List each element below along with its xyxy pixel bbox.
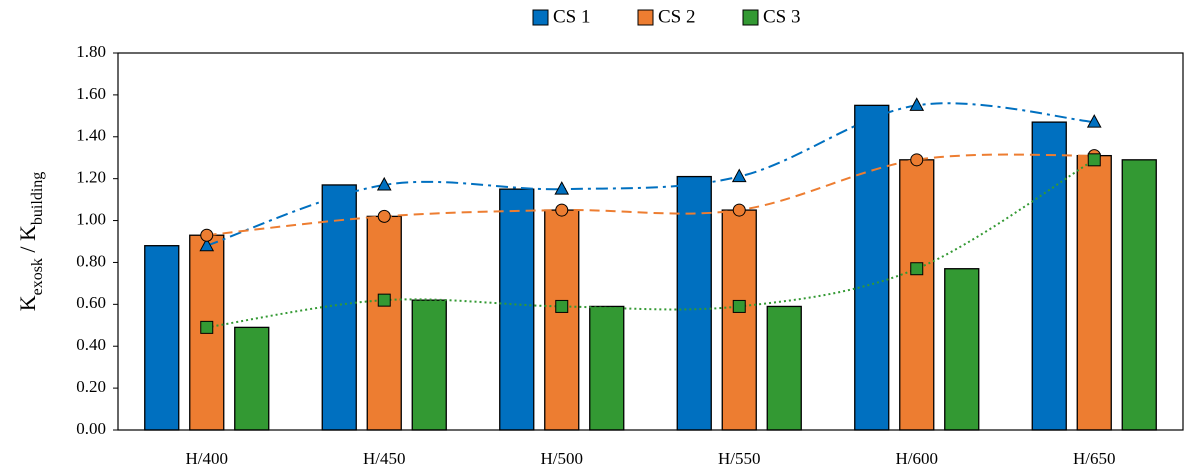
marker bbox=[377, 209, 391, 223]
legend-swatch bbox=[637, 9, 654, 26]
y-label-subscript: building bbox=[29, 172, 46, 225]
legend-swatch bbox=[532, 9, 549, 26]
y-label-text: K bbox=[15, 295, 40, 311]
marker bbox=[732, 203, 746, 217]
marker bbox=[910, 153, 924, 167]
y-tick-label: 1.00 bbox=[76, 209, 106, 228]
trend-line bbox=[206, 102, 1095, 247]
bar bbox=[234, 326, 270, 431]
y-tick-label: 0.80 bbox=[76, 251, 106, 270]
bar bbox=[899, 159, 935, 431]
bar bbox=[944, 268, 980, 431]
marker bbox=[200, 320, 214, 334]
x-tick-label: H/550 bbox=[718, 449, 761, 468]
marker bbox=[554, 181, 570, 195]
x-tick-label: H/400 bbox=[186, 449, 229, 468]
bar bbox=[499, 188, 535, 431]
marker bbox=[732, 299, 746, 313]
bar bbox=[589, 305, 625, 431]
marker bbox=[910, 262, 924, 276]
marker bbox=[377, 293, 391, 307]
bar bbox=[676, 175, 712, 431]
y-tick-label: 1.60 bbox=[76, 84, 106, 103]
x-tick-label: H/600 bbox=[896, 449, 939, 468]
bar bbox=[411, 299, 447, 431]
x-tick-label: H/450 bbox=[363, 449, 406, 468]
trend-line bbox=[206, 153, 1095, 237]
marker bbox=[376, 176, 392, 191]
bar bbox=[766, 305, 802, 431]
y-label-text: / K bbox=[15, 225, 40, 258]
legend-swatch bbox=[742, 9, 759, 26]
marker bbox=[555, 299, 569, 313]
bar bbox=[321, 184, 357, 431]
marker bbox=[731, 168, 747, 183]
marker bbox=[199, 237, 215, 252]
x-tick-label: H/500 bbox=[541, 449, 584, 468]
y-tick-label: 0.60 bbox=[76, 293, 106, 312]
bar bbox=[721, 209, 757, 431]
bar bbox=[366, 215, 402, 431]
marker bbox=[1087, 153, 1101, 167]
bar bbox=[544, 209, 580, 431]
y-tick-label: 1.80 bbox=[76, 42, 106, 61]
y-label-subscript: exosk bbox=[29, 258, 46, 295]
x-tick-label: H/650 bbox=[1073, 449, 1116, 468]
bar bbox=[1076, 154, 1112, 431]
y-tick-label: 1.20 bbox=[76, 168, 106, 187]
bar bbox=[854, 104, 890, 431]
marker bbox=[200, 228, 214, 242]
marker bbox=[909, 97, 925, 111]
legend-label: CS 3 bbox=[763, 6, 801, 27]
bar bbox=[1031, 121, 1067, 431]
y-tick-label: 1.40 bbox=[76, 126, 106, 145]
legend-label: CS 2 bbox=[658, 6, 696, 27]
plot-frame bbox=[117, 52, 1184, 431]
y-tick-label: 0.00 bbox=[76, 419, 106, 438]
bar bbox=[1121, 159, 1157, 431]
y-tick-label: 0.20 bbox=[76, 377, 106, 396]
marker bbox=[1086, 114, 1102, 128]
y-tick-label: 0.40 bbox=[76, 335, 106, 354]
legend-label: CS 1 bbox=[553, 6, 591, 27]
marker bbox=[555, 203, 569, 217]
bar bbox=[144, 245, 180, 431]
y-axis-label: Kexosk / Kbuilding bbox=[15, 172, 46, 312]
